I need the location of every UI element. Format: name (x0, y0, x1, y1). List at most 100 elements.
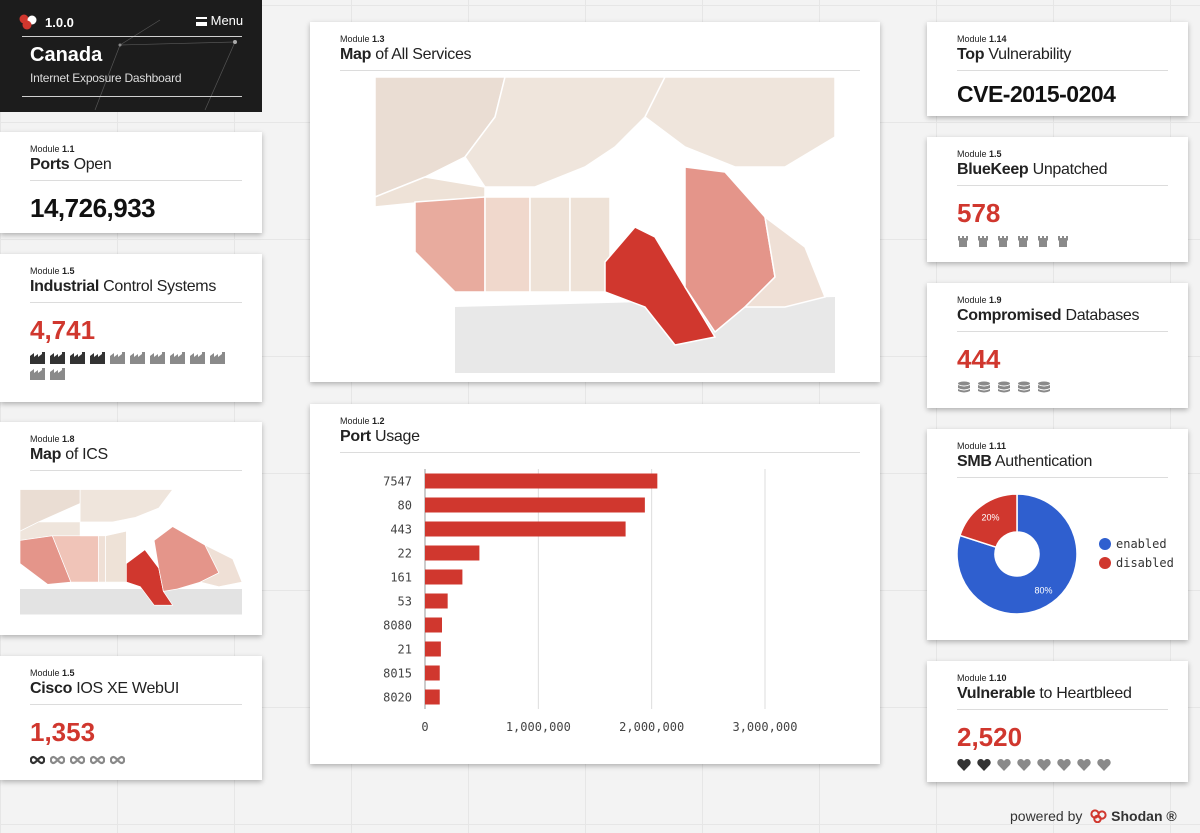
bar (425, 689, 440, 705)
database-icon (1018, 381, 1030, 393)
port-usage-card: Module 1.2 Port Usage 0 1,000,000 2,000,00… (310, 404, 880, 764)
legend-item-enabled: enabled (1099, 535, 1174, 554)
factory-icon (130, 352, 145, 364)
map-services-card: Module 1.3 Map of All Services (310, 22, 880, 382)
cisco-card: Module 1.5 Cisco IOS XE WebUI 1,353 (0, 656, 262, 780)
x-tick-label: 3,000,000 (732, 720, 797, 734)
donut-slice-enabled[interactable] (956, 493, 1078, 615)
cisco-value: 1,353 (30, 717, 96, 747)
y-tick-label: 8020 (383, 691, 412, 705)
module-label: Module 1.5 (30, 668, 75, 678)
heart-icon (1097, 759, 1111, 771)
castle-icon (1018, 236, 1028, 247)
bar (425, 593, 448, 609)
factory-icon (150, 352, 165, 364)
bluekeep-icon-row (957, 235, 1158, 247)
databases-icon-row (957, 381, 1158, 393)
cisco-icon-row (30, 754, 232, 766)
x-tick-label: 0 (421, 720, 428, 734)
databases-card: Module 1.9 Compromised Databases 444 (927, 283, 1188, 408)
bar (425, 641, 441, 657)
heartbleed-icon-row (957, 759, 1158, 771)
ics-map[interactable] (20, 484, 242, 620)
infinity-icon (30, 755, 45, 765)
x-tick-label: 1,000,000 (506, 720, 571, 734)
database-icon (998, 381, 1010, 393)
bar (425, 665, 440, 681)
shodan-logo-icon (1090, 809, 1107, 824)
red-dot-icon (1099, 557, 1111, 569)
powered-by-label: powered by (1010, 808, 1083, 824)
hamburger-icon (196, 17, 207, 26)
port-usage-chart: 0 1,000,000 2,000,000 3,000,000 7547 80 443 22 1… (383, 469, 798, 734)
y-tick-label: 80 (398, 499, 412, 513)
factory-icon (50, 352, 65, 364)
card-title: Industrial Control Systems (30, 278, 242, 303)
bluekeep-value: 578 (957, 198, 1001, 228)
factory-icon (50, 368, 65, 380)
infinity-icon (90, 755, 105, 765)
module-label: Module 1.3 (340, 34, 385, 44)
menu-button[interactable]: Menu (196, 13, 243, 28)
module-label: Module 1.8 (30, 434, 75, 444)
ics-value: 4,741 (30, 315, 96, 345)
menu-label: Menu (210, 13, 244, 28)
smb-card: Module 1.11 SMB Authentication 80% 20% en… (927, 429, 1188, 640)
card-title: Cisco IOS XE WebUI (30, 680, 242, 705)
y-tick-label: 161 (390, 571, 412, 585)
footer: powered by Shodan ® (1010, 808, 1177, 824)
shodan-logo-icon (19, 14, 37, 30)
database-icon (1038, 381, 1050, 393)
bar (425, 473, 658, 489)
services-map[interactable] (355, 77, 835, 373)
module-label: Module 1.9 (957, 295, 1002, 305)
map-ics-card: Module 1.8 Map of ICS (0, 422, 262, 635)
card-title: SMB Authentication (957, 453, 1168, 478)
card-title: Vulnerable to Heartbleed (957, 685, 1168, 710)
module-label: Module 1.5 (30, 266, 75, 276)
castle-icon (1058, 236, 1068, 247)
legend-item-disabled: disabled (1099, 554, 1174, 573)
donut-slice-disabled[interactable] (958, 493, 1018, 549)
database-icon (958, 381, 970, 393)
database-icon (978, 381, 990, 393)
databases-value: 444 (957, 344, 1001, 374)
ics-icon-row (30, 352, 232, 380)
y-tick-label: 53 (398, 595, 412, 609)
constellation-decoration (94, 19, 237, 111)
heart-icon (997, 759, 1011, 771)
ports-open-value: 14,726,933 (30, 193, 156, 223)
module-label: Module 1.11 (957, 441, 1007, 451)
top-vuln-value: CVE-2015-0204 (957, 81, 1116, 107)
ics-card: Module 1.5 Industrial Control Systems 4,… (0, 254, 262, 402)
castle-icon (978, 236, 988, 247)
bar (425, 521, 626, 537)
donut-label: 20% (982, 513, 1000, 523)
bluekeep-card: Module 1.5 BlueKeep Unpatched 578 (927, 137, 1188, 262)
castle-icon (958, 236, 968, 247)
card-title: Top Vulnerability (957, 46, 1168, 71)
donut-label: 80% (1034, 585, 1052, 595)
card-title: Map of All Services (340, 46, 860, 71)
infinity-icon (70, 755, 85, 765)
dashboard-header: 1.0.0 Menu Canada Internet Exposure Dash… (0, 0, 262, 112)
heart-icon (1077, 759, 1091, 771)
heartbleed-card: Module 1.10 Vulnerable to Heartbleed 2,5… (927, 661, 1188, 782)
y-tick-label: 8080 (383, 619, 412, 633)
infinity-icon (50, 755, 65, 765)
infinity-icon (110, 755, 125, 765)
divider (22, 96, 242, 97)
factory-icon (110, 352, 125, 364)
card-title: BlueKeep Unpatched (957, 161, 1168, 186)
shodan-brand[interactable]: Shodan ® (1111, 808, 1177, 824)
dashboard-subtitle: Internet Exposure Dashboard (30, 71, 182, 85)
castle-icon (998, 236, 1008, 247)
card-title: Map of ICS (30, 446, 242, 471)
heart-icon (1057, 759, 1071, 771)
smb-legend: enabled disabled (1099, 535, 1174, 573)
factory-icon (190, 352, 205, 364)
heart-icon (1037, 759, 1051, 771)
factory-icon (210, 352, 225, 364)
y-tick-label: 8015 (383, 667, 412, 681)
bar (425, 545, 480, 561)
